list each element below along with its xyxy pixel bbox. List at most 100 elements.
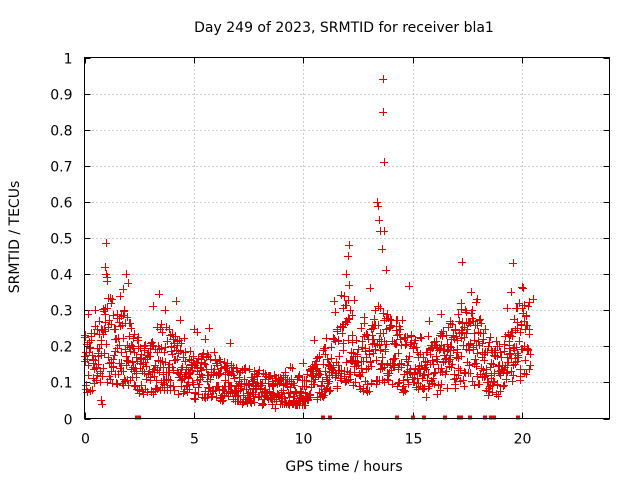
data-point	[126, 319, 134, 327]
data-point	[168, 363, 176, 371]
x-tick-label: 5	[190, 432, 199, 448]
data-point	[442, 331, 450, 339]
data-point	[388, 380, 396, 388]
data-point	[466, 340, 474, 348]
data-point	[139, 390, 147, 398]
data-point	[148, 338, 156, 346]
data-point	[128, 358, 136, 366]
data-point	[331, 373, 339, 381]
data-point	[152, 376, 160, 384]
data-point	[486, 333, 494, 341]
data-point	[496, 387, 504, 395]
data-point	[432, 337, 440, 345]
data-point	[389, 363, 397, 371]
data-point	[509, 259, 517, 267]
data-point	[171, 332, 179, 340]
data-point	[392, 340, 400, 348]
data-point	[348, 311, 356, 319]
data-point	[95, 344, 103, 352]
data-point	[210, 348, 218, 356]
data-point	[403, 361, 411, 369]
data-point	[465, 361, 473, 369]
data-point	[382, 340, 390, 348]
data-point	[387, 321, 395, 329]
data-point	[120, 307, 128, 315]
data-point	[194, 390, 202, 398]
data-point	[416, 350, 424, 358]
data-point	[453, 345, 461, 353]
data-point	[397, 360, 405, 368]
data-point	[259, 400, 267, 408]
data-point	[170, 386, 178, 394]
data-point	[454, 310, 462, 318]
data-point	[199, 349, 207, 357]
data-point	[198, 373, 206, 381]
data-point	[335, 352, 343, 360]
axis-ticks: 00.10.20.30.40.50.60.70.80.910 5 10 15 20	[50, 52, 610, 448]
zero-value-marker	[459, 415, 463, 420]
data-point	[250, 398, 258, 406]
data-point	[376, 304, 384, 312]
data-point	[478, 339, 486, 347]
data-point	[412, 343, 420, 351]
data-point	[342, 270, 350, 278]
zero-value-marker	[328, 415, 332, 420]
data-point	[123, 313, 131, 321]
zero-value-marker	[321, 415, 325, 420]
data-point	[201, 335, 209, 343]
plot-frame	[84, 57, 610, 419]
data-point	[346, 375, 354, 383]
data-point	[184, 374, 192, 382]
data-point	[115, 341, 123, 349]
data-point	[201, 360, 209, 368]
data-point	[88, 351, 96, 359]
y-tick-label: 0.5	[50, 232, 72, 248]
data-point	[257, 381, 265, 389]
data-point	[364, 364, 372, 372]
data-point	[86, 344, 94, 352]
data-point	[489, 377, 497, 385]
data-point	[161, 306, 169, 314]
data-point	[394, 365, 402, 373]
data-point	[443, 384, 451, 392]
data-point	[84, 361, 92, 369]
data-point	[102, 340, 110, 348]
data-point	[500, 340, 508, 348]
data-point	[453, 336, 461, 344]
data-point	[451, 325, 459, 333]
data-point	[459, 376, 467, 384]
data-point	[109, 355, 117, 363]
data-point	[493, 352, 501, 360]
data-point	[232, 364, 240, 372]
data-point	[193, 328, 201, 336]
data-point	[121, 345, 129, 353]
data-point	[357, 364, 365, 372]
data-point	[405, 282, 413, 290]
data-point	[400, 386, 408, 394]
data-point	[84, 310, 92, 318]
data-point	[379, 75, 387, 83]
data-point	[94, 360, 102, 368]
data-point	[340, 292, 348, 300]
data-point	[482, 365, 490, 373]
data-point	[406, 365, 414, 373]
data-point	[501, 332, 509, 340]
data-point	[167, 347, 175, 355]
data-point	[410, 378, 418, 386]
data-point	[98, 372, 106, 380]
data-point	[372, 356, 380, 364]
data-point	[376, 346, 384, 354]
data-point	[219, 386, 227, 394]
data-point	[462, 345, 470, 353]
data-point	[197, 366, 205, 374]
data-point	[321, 367, 329, 375]
data-point	[371, 345, 379, 353]
zero-value-marker	[516, 415, 520, 420]
y-tick-label: 0.6	[50, 196, 72, 212]
x-tick-label: 20	[514, 432, 532, 448]
data-point	[313, 364, 321, 372]
data-point	[494, 392, 502, 400]
data-point	[524, 302, 532, 310]
data-point	[134, 336, 142, 344]
data-point	[100, 349, 108, 357]
